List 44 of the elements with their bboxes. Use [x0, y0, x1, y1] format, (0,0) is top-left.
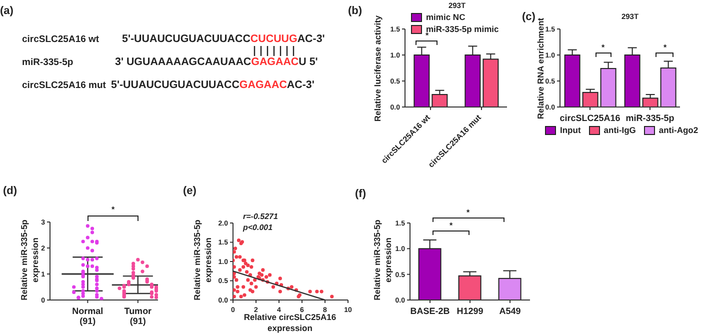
text: *: [111, 205, 116, 214]
text: (f): [355, 188, 366, 200]
y-axis-title: Relative miR-335-5p expression: [19, 218, 41, 302]
text: (a): [0, 5, 14, 17]
text: GAGAAC: [239, 79, 288, 91]
x-tick-label: miR-335-5p: [626, 113, 675, 123]
y-axis-title: Relative RNA enrichment: [536, 16, 546, 121]
x-tick-label: A549: [499, 306, 521, 316]
text: 3' UGUAAAAAGCAAUAAC: [115, 56, 252, 68]
text: 5'-UUAUCUGUACUUACC: [122, 33, 251, 45]
y-axis-title: Relative miR-335-5p expression: [372, 218, 394, 302]
legend-label: mimic NC: [426, 12, 466, 22]
text: r=-0.5271: [243, 212, 278, 221]
annotation: *: [449, 221, 454, 230]
text: (e): [183, 185, 197, 197]
x-tick-label: Normal (91): [72, 306, 104, 326]
annotation: *: [663, 43, 668, 52]
text: AC-3': [286, 79, 314, 91]
x-tick-label: Tumor (91): [124, 306, 152, 326]
text: 5'-UUAUCUGUACUUACC: [111, 79, 240, 91]
legend-label: miR-335-5p mimic: [426, 24, 499, 34]
text: CUCUUG: [250, 33, 298, 45]
text: *: [466, 208, 470, 217]
text: AC-3': [297, 33, 325, 45]
text: (b): [348, 5, 362, 17]
text: circSLC25A16 mut: [22, 80, 107, 91]
annotation: *: [601, 43, 606, 52]
text: miR-335-5p: [22, 57, 74, 68]
legend-label: anti-Ago2: [658, 125, 698, 135]
legend-label: Input: [560, 125, 581, 135]
text: GAGAAC: [251, 56, 299, 68]
legend-label: anti-IgG: [604, 125, 636, 135]
y-axis-title: Relative miR-335-5p expression: [192, 218, 214, 302]
x-tick-label: H1299: [456, 306, 484, 316]
y-axis-title: Relative luciferase activity: [372, 14, 382, 123]
x-tick-label: BASE-2B: [410, 306, 450, 316]
annotation: *: [425, 31, 430, 40]
text: (c): [522, 11, 536, 23]
x-tick-label: circSLC25A16: [560, 113, 620, 123]
text: circSLC25A16 wt: [22, 34, 100, 45]
text: U 5': [298, 56, 318, 68]
annotation: p<0.001: [242, 223, 274, 232]
text: (d): [3, 185, 18, 197]
x-axis-title: Relative circSLC25A16 expression: [242, 312, 338, 334]
